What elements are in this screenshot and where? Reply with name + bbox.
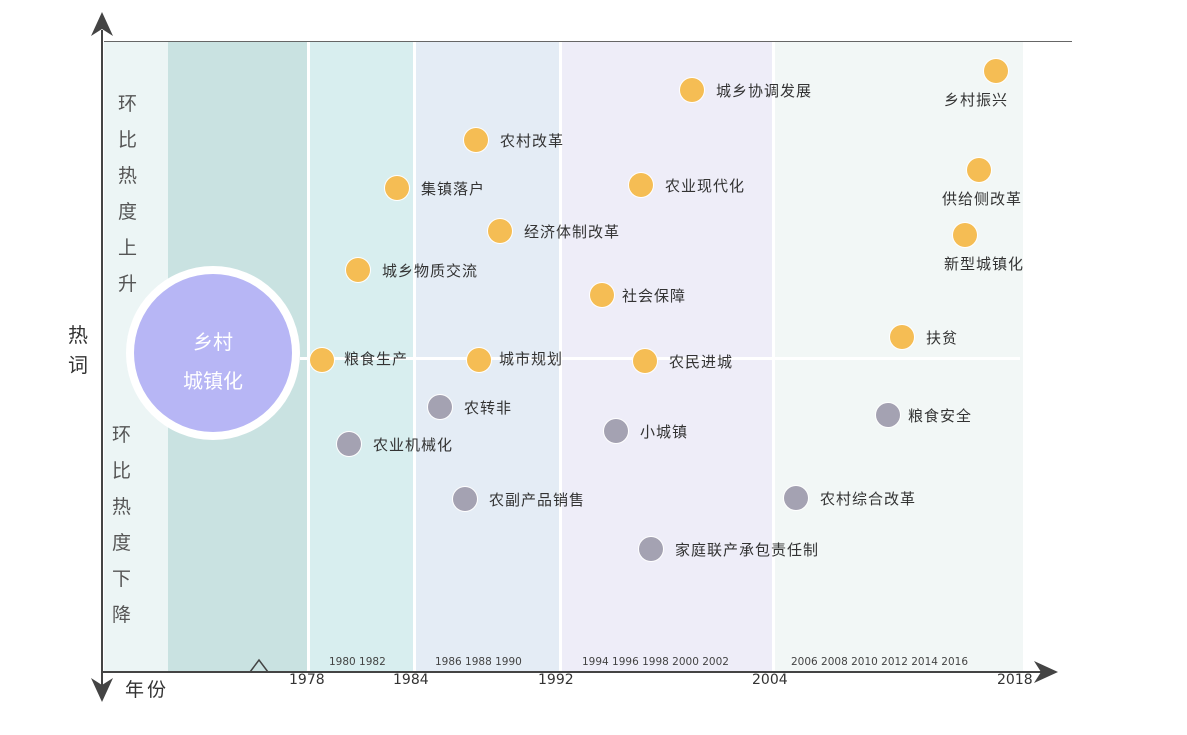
term-农村改革: 农村改革 xyxy=(464,128,564,152)
x-axis-arrow-icon xyxy=(1034,661,1058,683)
rising-dot xyxy=(953,223,977,247)
minor-ticks-3: 1994 1996 1998 2000 2002 xyxy=(582,656,729,668)
term-农副产品销售: 农副产品销售 xyxy=(453,487,585,511)
term-城乡协调发展: 城乡协调发展 xyxy=(680,78,812,102)
term-社会保障: 社会保障 xyxy=(590,283,686,307)
rising-dot xyxy=(890,325,914,349)
falling-dot xyxy=(604,419,628,443)
term-农业现代化: 农业现代化 xyxy=(629,173,745,197)
falling-dot xyxy=(337,432,361,456)
rising-dot xyxy=(590,283,614,307)
term-农村综合改革: 农村综合改革 xyxy=(784,486,916,510)
term-粮食生产: 粮食生产 xyxy=(310,348,408,372)
center-topic-line-1: 乡村 xyxy=(193,330,233,354)
rising-dot xyxy=(346,258,370,282)
y-axis-up-arrow-icon xyxy=(91,12,113,36)
center-topic-line-2: 城镇化 xyxy=(183,369,243,393)
y-axis-down-arrow-icon xyxy=(91,678,113,702)
rising-dot xyxy=(467,348,491,372)
minor-ticks-1: 1980 1982 xyxy=(329,656,386,668)
falling-dot xyxy=(639,537,663,561)
center-topic-ring: 乡村 城镇化 xyxy=(126,266,300,440)
rising-dot xyxy=(680,78,704,102)
falling-dot xyxy=(428,395,452,419)
rising-dot xyxy=(464,128,488,152)
minor-ticks-2: 1986 1988 1990 xyxy=(435,656,522,668)
falling-dot xyxy=(453,487,477,511)
major-tick-1992: 1992 xyxy=(538,672,574,688)
term-家庭联产承包责任制: 家庭联产承包责任制 xyxy=(639,537,819,561)
rising-dot xyxy=(984,59,1008,83)
term-经济体制改革: 经济体制改革 xyxy=(488,219,620,243)
rising-dot xyxy=(488,219,512,243)
term-新型城镇化: 新型城镇化 xyxy=(944,223,1024,274)
rising-dot xyxy=(967,158,991,182)
major-tick-2004: 2004 xyxy=(752,672,788,688)
falling-dot xyxy=(784,486,808,510)
term-扶贫: 扶贫 xyxy=(890,325,958,349)
major-tick-2018: 2018 xyxy=(997,672,1033,688)
rising-dot xyxy=(629,173,653,197)
term-城乡物质交流: 城乡物质交流 xyxy=(346,258,478,282)
term-集镇落户: 集镇落户 xyxy=(385,176,485,200)
term-供给侧改革: 供给侧改革 xyxy=(942,158,1022,209)
term-粮食安全: 粮食安全 xyxy=(876,403,972,427)
y-label-rising: 环比热度上升 xyxy=(117,93,138,295)
rising-dot xyxy=(633,349,657,373)
term-农转非: 农转非 xyxy=(428,395,512,419)
rising-dot xyxy=(385,176,409,200)
term-农业机械化: 农业机械化 xyxy=(337,432,453,456)
center-divider-line xyxy=(300,357,1020,360)
term-小城镇: 小城镇 xyxy=(604,419,688,443)
y-axis-name: 热词 xyxy=(68,323,88,377)
x-axis-name: 年份 xyxy=(125,679,170,701)
major-tick-1978: 1978 xyxy=(289,672,325,688)
term-乡村振兴: 乡村振兴 xyxy=(944,59,1008,110)
top-border-line xyxy=(104,41,1072,42)
falling-dot xyxy=(876,403,900,427)
x-axis-notch xyxy=(249,658,269,673)
term-城市规划: 城市规划 xyxy=(467,348,563,372)
center-topic: 乡村 城镇化 xyxy=(134,274,292,432)
minor-ticks-4: 2006 2008 2010 2012 2014 2016 xyxy=(791,656,969,668)
rising-dot xyxy=(310,348,334,372)
major-tick-1984: 1984 xyxy=(393,672,429,688)
term-农民进城: 农民进城 xyxy=(633,349,733,373)
y-label-falling: 环比热度下降 xyxy=(111,424,132,626)
